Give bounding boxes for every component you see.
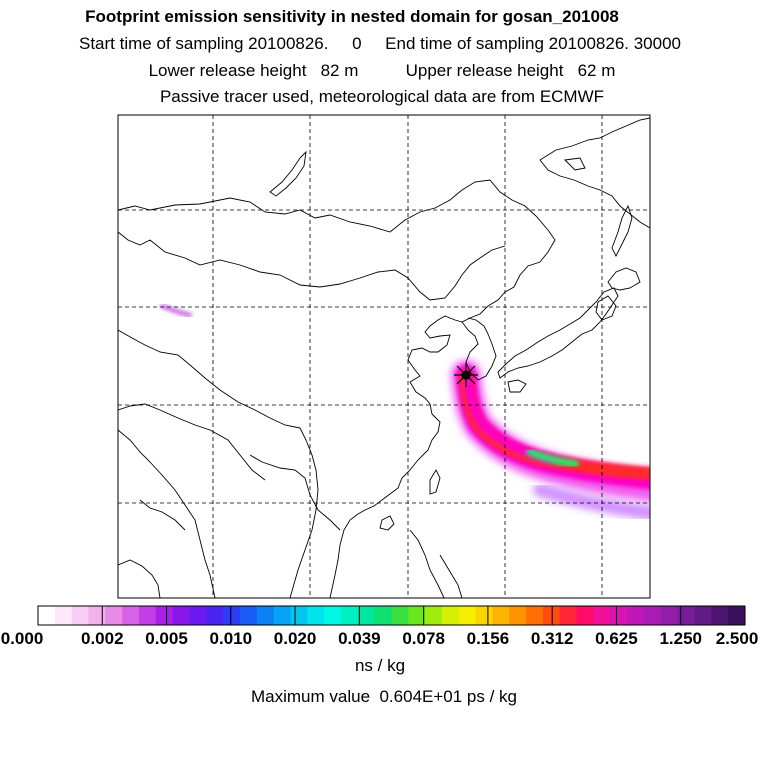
colorbar-swatch — [38, 606, 56, 625]
colorbar-swatch — [677, 606, 695, 625]
colorbar-swatch — [408, 606, 426, 625]
map-title: Footprint emission sensitivity in nested… — [85, 7, 619, 26]
maximum-value-text: Maximum value 0.604E+01 ps / kg — [251, 687, 517, 706]
colorbar-swatch — [391, 606, 409, 625]
colorbar-swatch — [341, 606, 359, 625]
graticule — [118, 115, 650, 598]
colorbar-unit: ns / kg — [354, 656, 406, 675]
colorbar-swatch — [357, 606, 376, 625]
colorbar-swatch — [290, 606, 308, 625]
colorbar-swatch — [593, 606, 611, 625]
colorbar-swatch — [189, 606, 207, 625]
colorbar-swatch — [644, 606, 662, 625]
colorbar-swatch — [475, 606, 493, 625]
colorbar-tick-label: 2.500 — [715, 629, 759, 648]
colorbar-swatch — [660, 606, 679, 625]
colorbar-swatch — [374, 606, 392, 625]
coastlines — [118, 117, 650, 598]
colorbar-swatch — [256, 606, 275, 625]
colorbar-swatch — [526, 606, 544, 625]
colorbar-swatch — [172, 606, 190, 625]
colorbar-swatch — [711, 606, 729, 625]
colorbar-swatch — [627, 606, 645, 625]
colorbar-swatch — [492, 606, 510, 625]
colorbar-tick-label: 0.020 — [273, 629, 317, 648]
colorbar-tick-label: 0.156 — [466, 629, 510, 648]
colorbar-swatch — [273, 606, 291, 625]
colorbar-swatch — [458, 606, 477, 625]
colorbar-swatch — [442, 606, 460, 625]
colorbar-swatch — [155, 606, 174, 625]
colorbar-swatch — [122, 606, 140, 625]
colorbar-swatch — [324, 606, 342, 625]
release-height-line: Lower release height 82 m Upper release … — [148, 61, 616, 80]
colorbar-swatch — [694, 606, 712, 625]
colorbar-swatch — [559, 606, 578, 625]
colorbar-tick-label: 1.250 — [659, 629, 702, 648]
colorbar-tick-label: 0.002 — [80, 629, 124, 648]
colorbar-swatch — [223, 606, 241, 625]
emission-plume — [160, 304, 650, 520]
colorbar-tick-label: 0.010 — [209, 629, 253, 648]
sampling-time-line: Start time of sampling 20100826. 0 End t… — [79, 34, 681, 53]
colorbar-swatch — [543, 606, 561, 625]
colorbar-swatch — [509, 606, 527, 625]
tracer-info-line: Passive tracer used, meteorological data… — [159, 87, 605, 106]
colorbar-swatch — [105, 606, 123, 625]
colorbar-swatch — [728, 606, 746, 625]
colorbar-tick-label: 0.005 — [145, 629, 188, 648]
colorbar-swatch — [139, 606, 157, 625]
colorbar-swatch — [54, 606, 73, 625]
colorbar-swatch — [71, 606, 89, 625]
colorbar-swatch — [610, 606, 628, 625]
colorbar-swatch — [206, 606, 224, 625]
colorbar-tick-label: 0.078 — [402, 629, 445, 648]
star-icon — [454, 363, 478, 387]
colorbar-swatch — [576, 606, 594, 625]
colorbar-tick-label: 0.039 — [338, 629, 381, 648]
map-frame — [117, 114, 651, 599]
colorbar-swatch — [425, 606, 443, 625]
colorbar-swatch — [307, 606, 325, 625]
colorbar-tick-label: 0.312 — [530, 629, 574, 648]
colorbar — [37, 605, 746, 626]
colorbar-swatch — [88, 606, 106, 625]
colorbar-tick-label: 0.625 — [595, 629, 638, 648]
colorbar-swatch — [240, 606, 258, 625]
colorbar-tick-label: 0.000 — [0, 629, 44, 648]
